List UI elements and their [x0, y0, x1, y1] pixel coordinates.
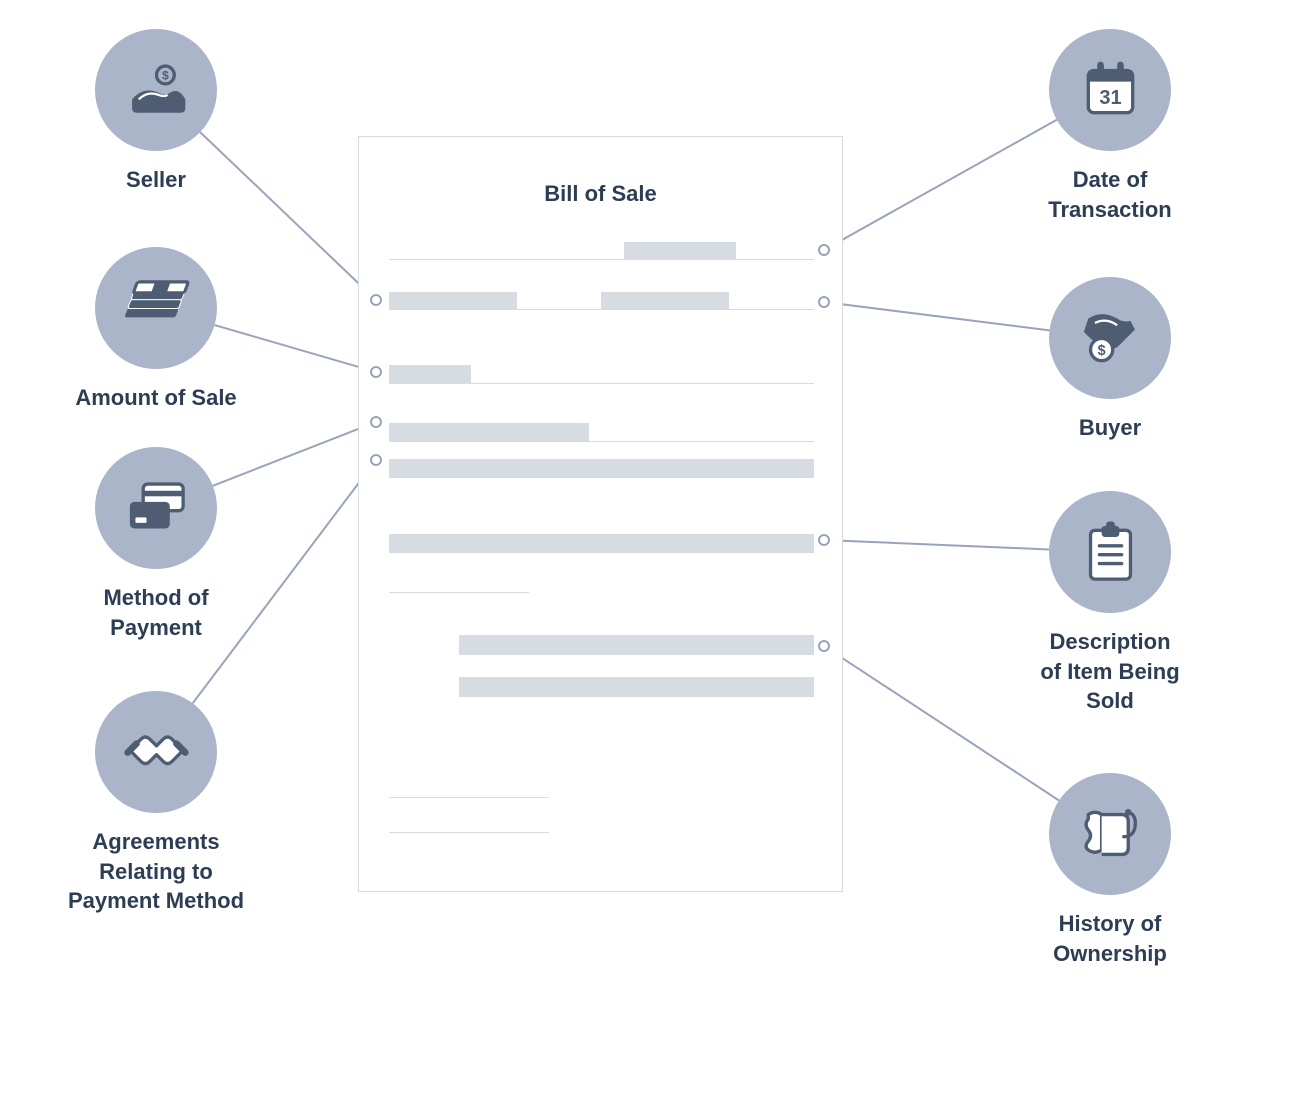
node-label-method: Method of Payment	[46, 583, 266, 642]
document-line	[389, 259, 814, 260]
document-line	[389, 592, 529, 593]
document-line	[389, 383, 814, 384]
document-line	[389, 797, 549, 798]
node-buyer: $ Buyer	[1000, 277, 1220, 443]
document-block	[389, 292, 517, 310]
amount-icon	[95, 247, 217, 369]
endpoint-amount	[370, 366, 382, 378]
endpoint-description	[818, 534, 830, 546]
date-icon: 31	[1049, 29, 1171, 151]
buyer-icon: $	[1049, 277, 1171, 399]
endpoint-seller	[370, 294, 382, 306]
node-label-buyer: Buyer	[1000, 413, 1220, 443]
bill-of-sale-document: Bill of Sale	[358, 136, 843, 892]
history-icon	[1049, 773, 1171, 895]
svg-text:31: 31	[1099, 86, 1121, 108]
document-line	[389, 477, 814, 478]
node-description: Description of Item Being Sold	[990, 491, 1230, 716]
node-seller: $ Seller	[46, 29, 266, 195]
document-title: Bill of Sale	[359, 181, 842, 207]
document-block	[389, 534, 814, 552]
node-agreements: Agreements Relating to Payment Method	[26, 691, 286, 916]
endpoint-date	[818, 244, 830, 256]
endpoint-agreements	[370, 454, 382, 466]
node-date: 31 Date of Transaction	[990, 29, 1230, 224]
svg-text:$: $	[161, 68, 168, 82]
document-line	[389, 552, 814, 553]
svg-text:$: $	[1097, 343, 1105, 359]
description-icon	[1049, 491, 1171, 613]
document-block	[459, 635, 814, 655]
endpoint-buyer	[818, 296, 830, 308]
document-block	[459, 677, 814, 697]
document-line	[389, 441, 814, 442]
node-amount: Amount of Sale	[46, 247, 266, 413]
document-block	[389, 423, 589, 441]
node-label-amount: Amount of Sale	[46, 383, 266, 413]
seller-icon: $	[95, 29, 217, 151]
document-block	[624, 242, 736, 260]
document-block	[389, 365, 471, 383]
node-method: Method of Payment	[46, 447, 266, 642]
node-label-date: Date of Transaction	[990, 165, 1230, 224]
endpoint-history	[818, 640, 830, 652]
node-label-history: History of Ownership	[990, 909, 1230, 968]
endpoint-method	[370, 416, 382, 428]
node-label-agreements: Agreements Relating to Payment Method	[26, 827, 286, 916]
document-block	[601, 292, 729, 310]
document-block	[389, 459, 814, 477]
document-line	[389, 832, 549, 833]
node-label-seller: Seller	[46, 165, 266, 195]
node-label-description: Description of Item Being Sold	[990, 627, 1230, 716]
node-history: History of Ownership	[990, 773, 1230, 968]
method-icon	[95, 447, 217, 569]
diagram-canvas: Bill of Sale $ Seller Amount of Sale Met…	[0, 0, 1306, 1120]
agreements-icon	[95, 691, 217, 813]
